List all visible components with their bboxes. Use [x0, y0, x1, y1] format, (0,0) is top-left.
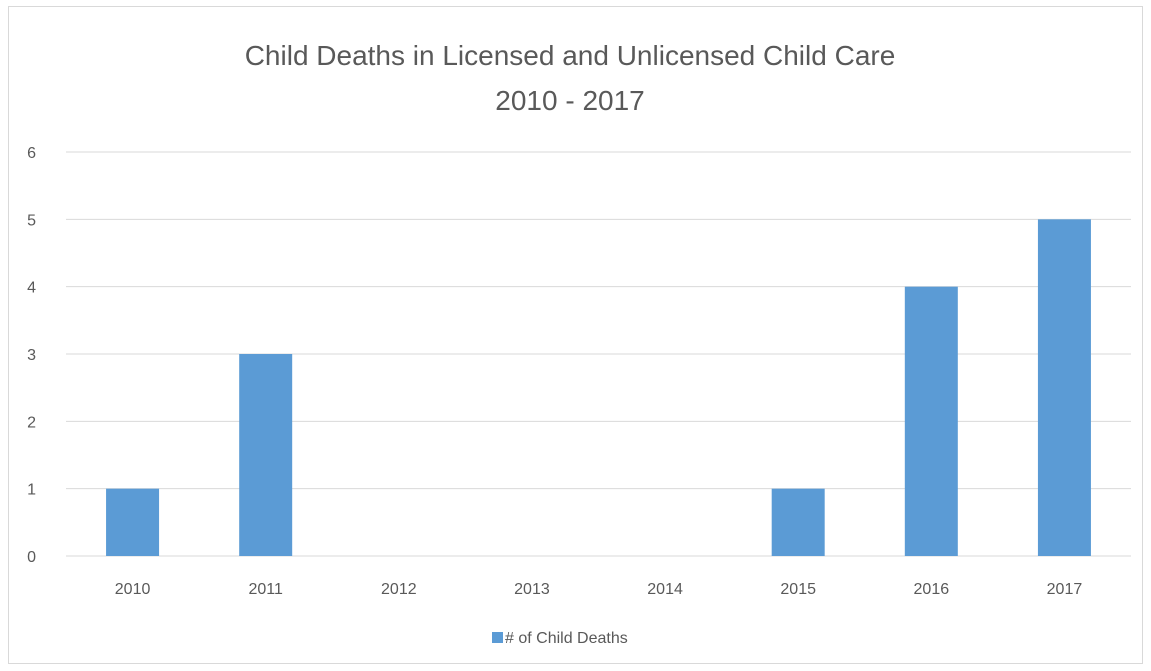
y-axis: 0 1 2 3 4 5 6: [27, 145, 36, 566]
y-tick-label: 1: [27, 482, 36, 499]
x-tick-label: 2012: [381, 581, 417, 598]
bar-2016: [904, 286, 958, 556]
legend-swatch: [492, 632, 503, 643]
bar-2017: [1037, 219, 1091, 557]
x-axis: 2010 2011 2012 2013 2014 2015 2016 2017: [115, 581, 1083, 598]
x-tick-label: 2017: [1047, 581, 1083, 598]
legend-label: # of Child Deaths: [505, 630, 628, 647]
chart-subtitle: 2010 - 2017: [495, 85, 644, 116]
bar-2011: [239, 354, 293, 556]
y-tick-label: 6: [27, 145, 36, 162]
x-tick-label: 2011: [248, 581, 283, 598]
x-tick-label: 2016: [914, 581, 950, 598]
bar-2010: [106, 488, 160, 556]
chart-title: Child Deaths in Licensed and Unlicensed …: [245, 40, 896, 71]
y-tick-label: 2: [27, 414, 36, 431]
y-tick-label: 4: [27, 280, 36, 297]
legend: # of Child Deaths: [492, 630, 628, 647]
bars: [106, 219, 1091, 557]
bar-2015: [771, 488, 825, 556]
y-tick-label: 3: [27, 347, 36, 364]
x-tick-label: 2015: [780, 581, 816, 598]
x-tick-label: 2014: [647, 581, 683, 598]
y-tick-label: 0: [27, 549, 36, 566]
x-tick-label: 2013: [514, 581, 550, 598]
x-tick-label: 2010: [115, 581, 151, 598]
y-tick-label: 5: [27, 212, 36, 229]
gridlines: [66, 151, 1131, 557]
